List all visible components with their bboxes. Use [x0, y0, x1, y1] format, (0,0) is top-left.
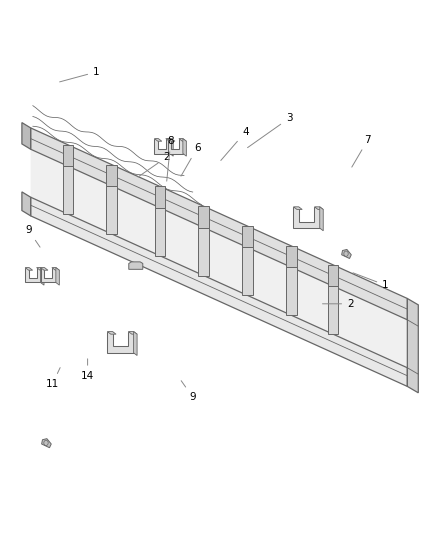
Polygon shape: [183, 139, 187, 156]
Polygon shape: [170, 139, 173, 156]
Polygon shape: [286, 246, 297, 267]
Text: 11: 11: [46, 368, 60, 389]
Polygon shape: [167, 139, 175, 141]
Polygon shape: [328, 265, 338, 286]
Polygon shape: [166, 139, 173, 141]
Polygon shape: [40, 268, 44, 285]
Text: 9: 9: [181, 381, 196, 402]
Polygon shape: [293, 207, 320, 228]
Text: 1: 1: [353, 273, 389, 290]
Polygon shape: [293, 207, 302, 209]
Polygon shape: [154, 139, 162, 141]
Text: 1: 1: [60, 67, 100, 82]
Polygon shape: [154, 139, 170, 154]
Text: 14: 14: [81, 359, 94, 381]
Polygon shape: [36, 268, 44, 270]
Polygon shape: [22, 123, 31, 149]
Text: 2: 2: [322, 299, 354, 309]
Polygon shape: [22, 192, 31, 216]
Polygon shape: [40, 268, 48, 270]
Polygon shape: [198, 228, 209, 276]
Text: 3: 3: [247, 114, 293, 148]
Polygon shape: [40, 268, 56, 282]
Polygon shape: [63, 166, 73, 214]
Polygon shape: [107, 332, 116, 334]
Polygon shape: [314, 207, 323, 209]
Polygon shape: [106, 186, 117, 234]
Polygon shape: [63, 145, 73, 166]
Polygon shape: [31, 197, 407, 386]
Polygon shape: [129, 262, 143, 269]
Polygon shape: [56, 268, 60, 285]
Polygon shape: [31, 128, 407, 320]
Polygon shape: [198, 206, 209, 228]
Polygon shape: [328, 286, 338, 334]
Text: 9: 9: [25, 225, 40, 247]
Text: 8: 8: [167, 136, 174, 181]
Polygon shape: [107, 332, 134, 353]
Polygon shape: [155, 187, 165, 208]
Polygon shape: [242, 226, 253, 247]
Polygon shape: [128, 332, 137, 334]
Polygon shape: [242, 247, 253, 295]
Polygon shape: [407, 298, 418, 393]
Polygon shape: [25, 268, 32, 270]
Text: 4: 4: [221, 127, 249, 160]
Text: 6: 6: [181, 143, 201, 176]
Polygon shape: [179, 139, 187, 141]
Text: 2: 2: [138, 152, 170, 177]
Polygon shape: [155, 208, 165, 256]
Polygon shape: [52, 268, 60, 270]
Polygon shape: [106, 165, 117, 186]
Polygon shape: [342, 249, 351, 259]
Polygon shape: [42, 439, 51, 448]
Polygon shape: [134, 332, 137, 356]
Polygon shape: [25, 268, 40, 282]
Polygon shape: [286, 267, 297, 315]
Polygon shape: [320, 207, 323, 231]
Polygon shape: [31, 149, 407, 368]
Text: 7: 7: [352, 135, 371, 167]
Polygon shape: [167, 139, 183, 154]
